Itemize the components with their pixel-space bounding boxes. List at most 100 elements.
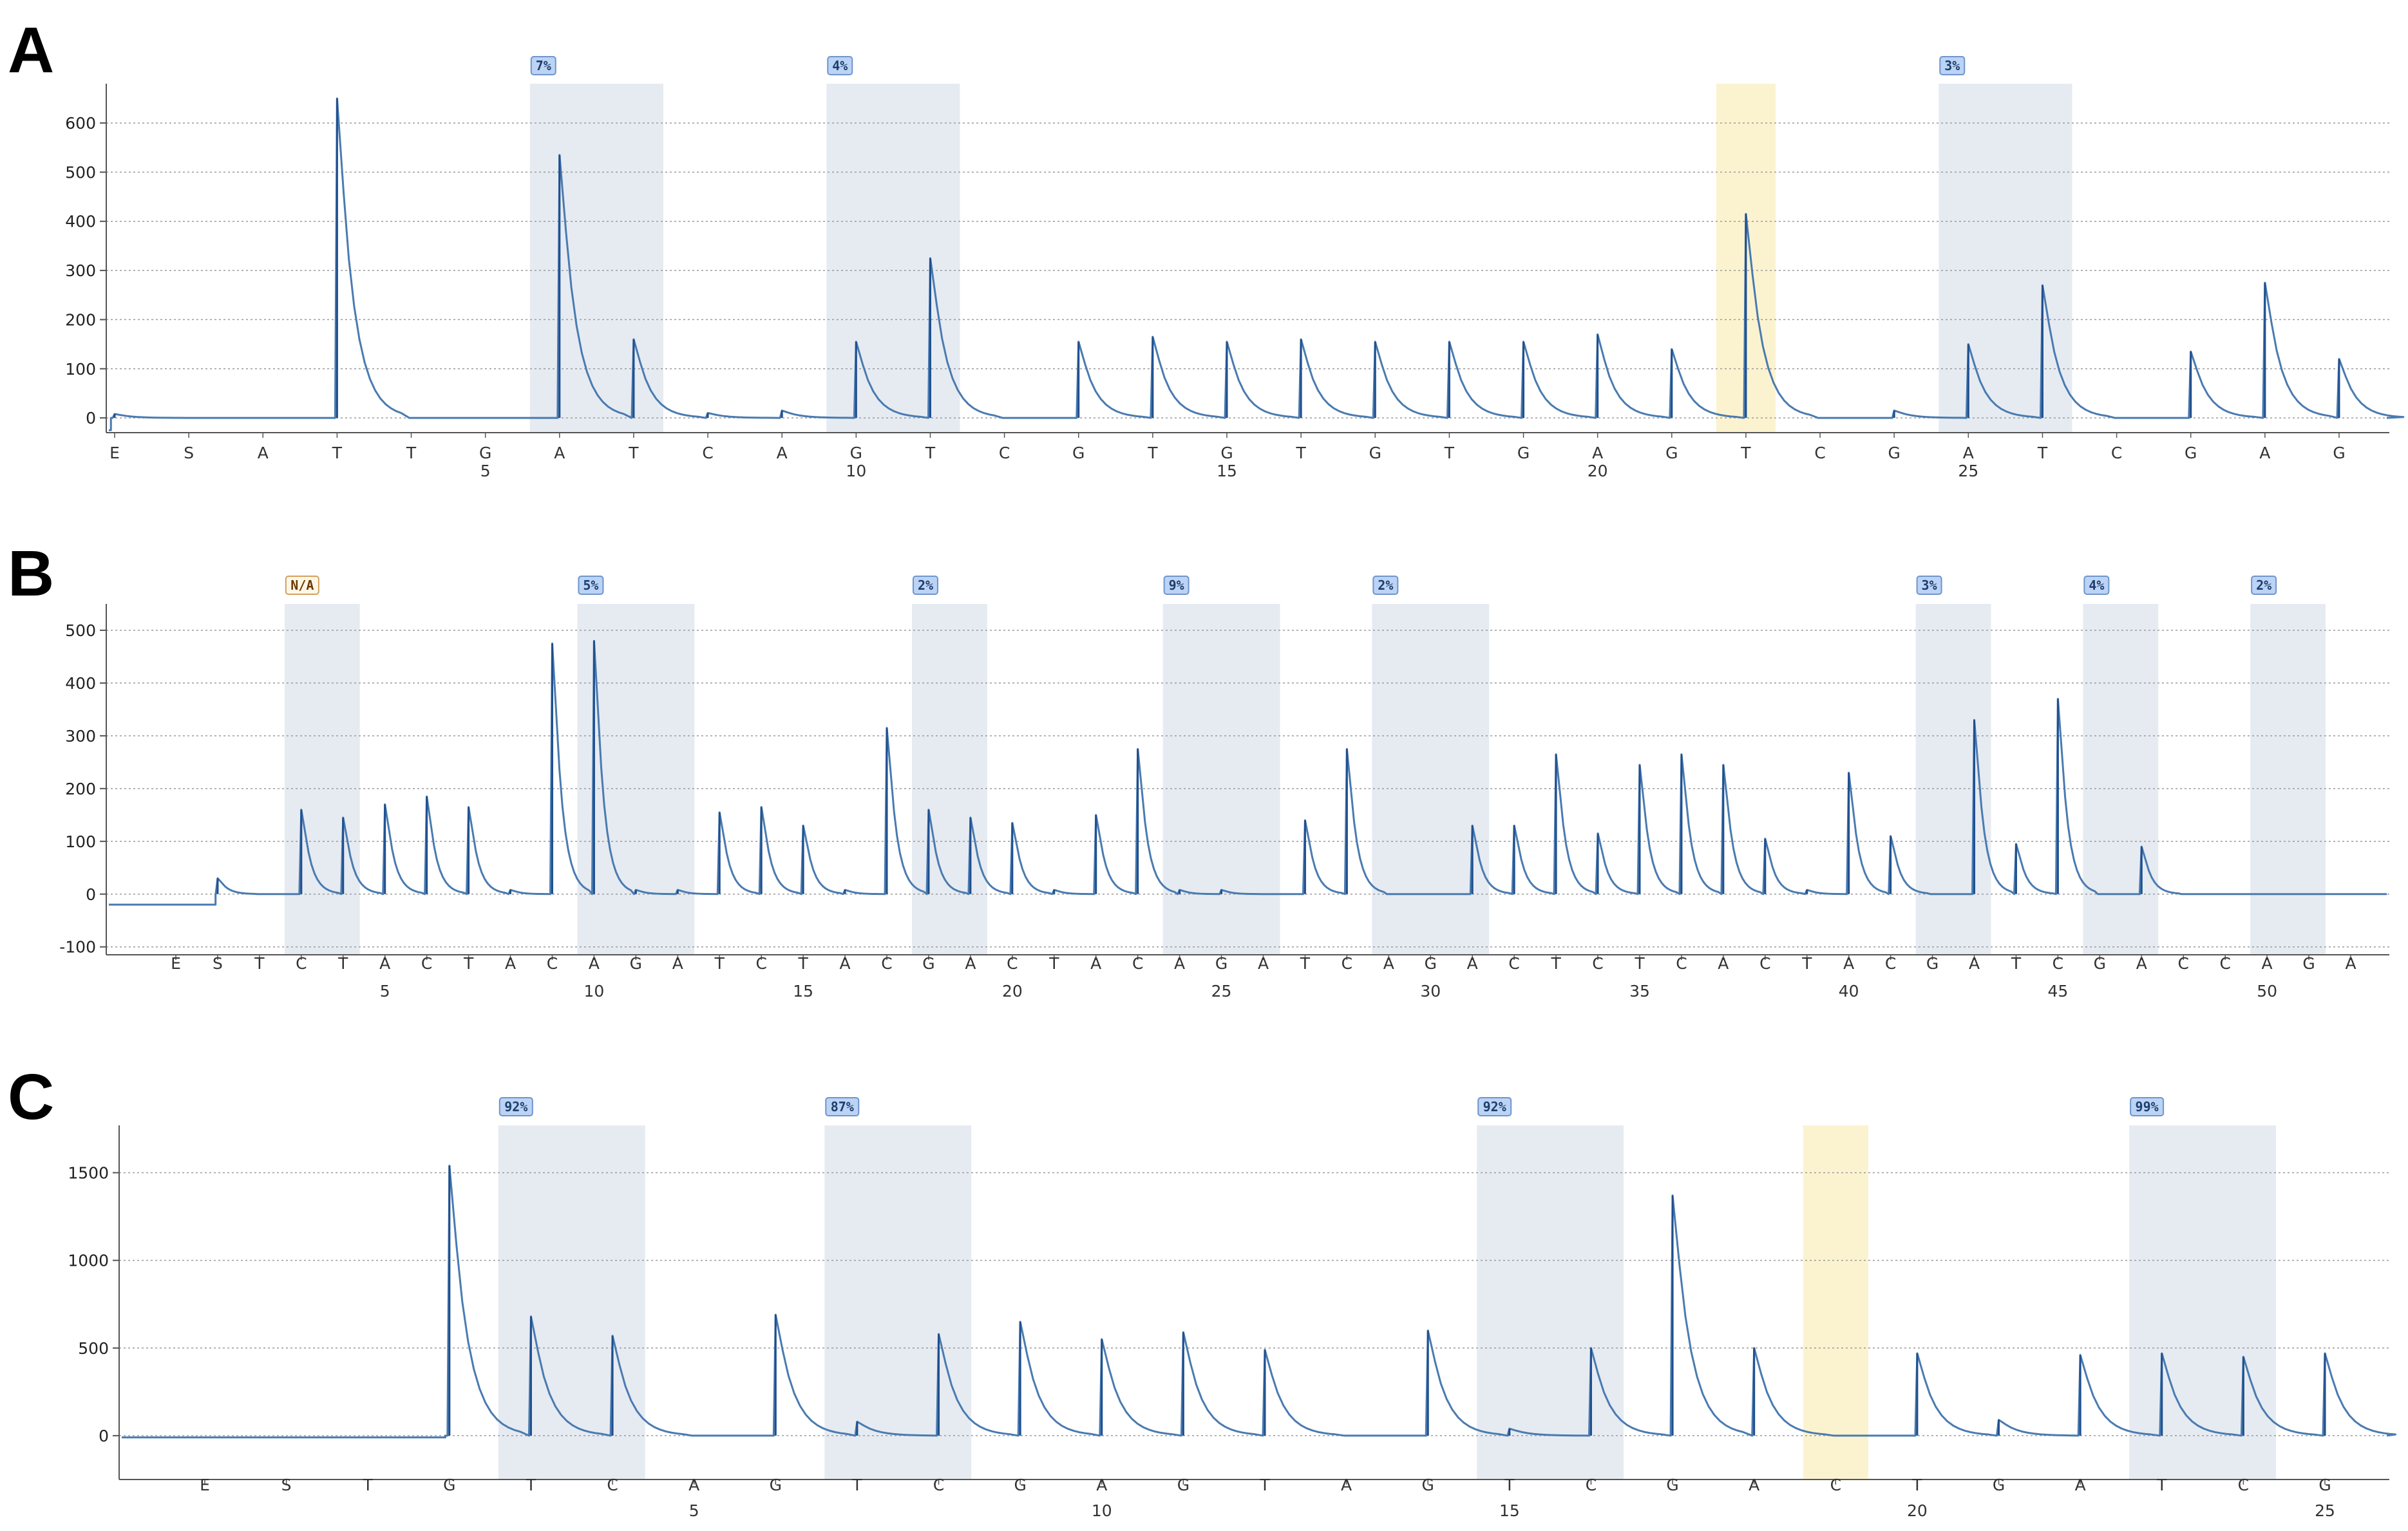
dispensation-label: T [463, 954, 474, 973]
panel-b-regions [284, 604, 2326, 955]
panel-b-badges: N/A 5% 2% 9% 2% 3% 4% 2% [285, 576, 2277, 595]
percentage-badge [1372, 576, 1399, 595]
percentage-badge [285, 576, 319, 595]
position-number: 10 [846, 462, 866, 480]
dispensation-label: T [797, 954, 808, 973]
panel-letter-a: A [8, 14, 54, 86]
variable-region [498, 1125, 645, 1479]
dispensation-label: C [1132, 954, 1143, 973]
percentage-badge-label: 2% [2256, 578, 2271, 593]
y-tick-label: 300 [65, 727, 96, 746]
dispensation-label: G [2302, 954, 2315, 973]
y-tick-label: 1000 [68, 1252, 109, 1270]
position-number: 35 [1629, 982, 1650, 1000]
dispensation-label: G [1993, 1476, 2005, 1494]
dispensation-label: S [213, 954, 223, 973]
dispensation-label: C [296, 954, 307, 973]
percentage-badge-label: 92% [1483, 1099, 1506, 1114]
y-tick-label: 600 [65, 114, 96, 133]
pyrogram-trace [109, 97, 2405, 431]
y-tick-label: 500 [65, 621, 96, 640]
percentage-badge-label: 4% [2089, 578, 2104, 593]
dispensation-label: T [1801, 954, 1812, 973]
dispensation-label: T [1740, 444, 1751, 462]
dispensation-label: T [1048, 954, 1059, 973]
dispensation-label: A [2345, 954, 2356, 973]
position-number: 5 [380, 982, 390, 1000]
dispensation-label: C [1830, 1476, 1841, 1494]
y-tick-label: 1500 [68, 1164, 109, 1183]
dispensation-label: C [2052, 954, 2063, 973]
dispensation-label: A [1843, 954, 1854, 973]
variable-region [2250, 604, 2326, 955]
position-number: 10 [584, 982, 605, 1000]
panel-b-trace [109, 639, 2387, 906]
y-tick-label: 0 [99, 1427, 109, 1445]
panel-c-position-numbers: 5 10 15 20 25 [689, 1501, 2335, 1520]
dispensation-label: G [1422, 1476, 1434, 1494]
dispensation-label: C [2111, 444, 2122, 462]
dispensation-label: G [1517, 444, 1530, 462]
position-number: 20 [1588, 462, 1608, 480]
variable-region [824, 1125, 972, 1479]
percentage-badge-label: 92% [504, 1099, 527, 1114]
dispensation-label: T [1259, 1476, 1270, 1494]
dispensation-label: T [1504, 1476, 1515, 1494]
panel-c: C 0 500 1000 1500 E S T G T C A G T C G A G T A G T C G A C T G A T… [8, 1061, 2397, 1520]
dispensation-label: A [1592, 444, 1603, 462]
dispensation-label: T [406, 444, 417, 462]
dispensation-label: G [2333, 444, 2345, 462]
percentage-badge-label: 99% [2136, 1099, 2159, 1114]
dispensation-label: G [1665, 444, 1678, 462]
position-number: 25 [1211, 982, 1232, 1000]
dispensation-label: A [672, 954, 683, 973]
panel-a: A 0 100 200 300 400 500 600 E S A T T G A T C A G T C G T G T G… [8, 14, 2405, 480]
percentage-badge-label: 2% [1378, 578, 1393, 593]
dispensation-label: E [171, 954, 181, 973]
y-tick-label: 400 [65, 674, 96, 693]
dispensation-label: T [337, 954, 348, 973]
dispensation-label: C [547, 954, 558, 973]
dispensation-label: A [1467, 954, 1478, 973]
dispensation-label: T [254, 954, 265, 973]
dispensation-label: A [2136, 954, 2147, 973]
dispensation-label: C [2177, 954, 2188, 973]
percentage-badge [825, 1097, 860, 1116]
dispensation-label: A [589, 954, 600, 973]
percentage-badge-label: 9% [1169, 578, 1184, 593]
position-number: 40 [1839, 982, 1859, 1000]
panel-b-position-numbers: 5 10 15 20 25 30 35 40 45 50 [380, 982, 2277, 1000]
dispensation-label: A [258, 444, 269, 462]
dispensation-label: C [2238, 1476, 2249, 1494]
dispensation-label: E [200, 1476, 210, 1494]
dispensation-label: T [1147, 444, 1158, 462]
dispensation-label: S [184, 444, 194, 462]
dispensation-label: A [777, 444, 788, 462]
dispensation-label: G [630, 954, 642, 973]
dispensation-label: T [1911, 1476, 1922, 1494]
dispensation-label: A [379, 954, 390, 973]
dispensation-label: C [1676, 954, 1687, 973]
panel-letter-b: B [8, 538, 54, 610]
dispensation-label: A [1341, 1476, 1352, 1494]
position-number: 5 [689, 1501, 699, 1520]
variable-region [2129, 1125, 2277, 1479]
dispensation-label: A [688, 1476, 699, 1494]
position-number: 25 [1958, 462, 1978, 480]
y-tick-label: 200 [65, 780, 96, 798]
dispensation-label: A [1096, 1476, 1107, 1494]
variable-region [577, 604, 695, 955]
dispensation-label: A [1174, 954, 1185, 973]
dispensation-label: G [922, 954, 934, 973]
dispensation-label: A [505, 954, 516, 973]
dispensation-label: G [1072, 444, 1085, 462]
dispensation-label: C [1007, 954, 1018, 973]
position-number: 10 [1092, 1501, 1112, 1520]
dispensation-label: G [1014, 1476, 1026, 1494]
dispensation-label: C [607, 1476, 618, 1494]
dispensation-label: E [109, 444, 120, 462]
dispensation-label: G [1215, 954, 1228, 973]
